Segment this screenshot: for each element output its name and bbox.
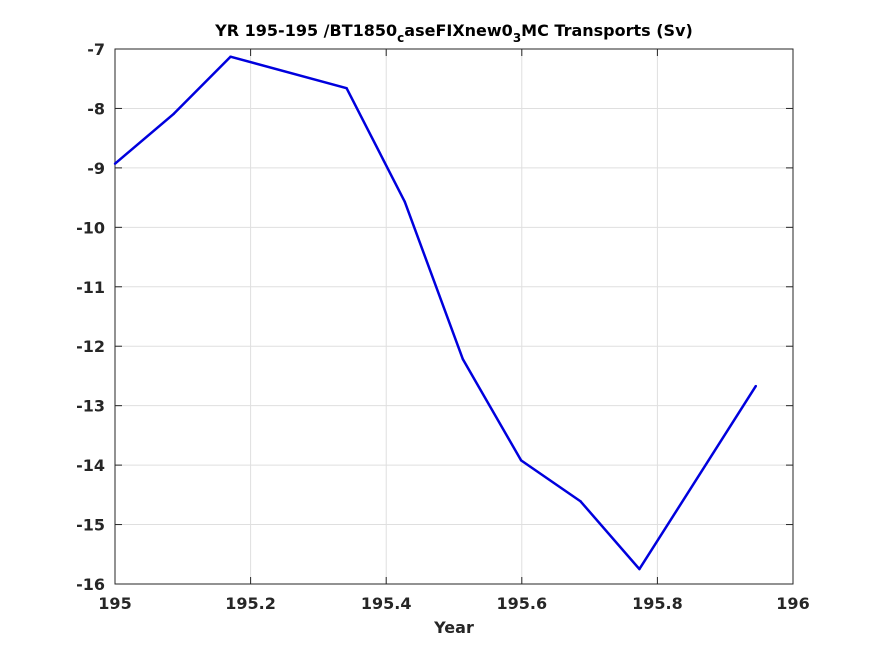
chart-title-part-1: YR 195-195 /BT1850: [214, 21, 397, 40]
series-line: [114, 55, 757, 571]
chart-title-part-3: MC Transports (Sv): [521, 21, 693, 40]
data-point: [519, 459, 523, 462]
x-tick-label: 196: [776, 594, 809, 613]
data-point: [579, 500, 582, 503]
series-group: [113, 55, 758, 571]
y-tick-label: -8: [87, 99, 105, 118]
y-tick-label: -7: [87, 40, 105, 59]
y-tick-label: -9: [87, 159, 105, 178]
x-tick-labels: 195 195.2 195.4 195.6 195.8 196: [98, 594, 809, 613]
y-tick-label: -11: [76, 278, 105, 297]
chart-title-subscript-2: 3: [513, 31, 521, 45]
data-point: [345, 87, 348, 90]
y-tick-labels: -7 -8 -9 -10 -11 -12 -13 -14 -15 -16: [76, 40, 105, 594]
data-point: [229, 55, 232, 58]
y-tick-label: -15: [76, 516, 105, 535]
x-axis-label: Year: [433, 618, 474, 637]
data-point: [172, 112, 175, 115]
y-tick-label: -10: [76, 218, 105, 237]
data-point: [113, 162, 117, 165]
axis-ticks: [114, 48, 794, 585]
plot-frame: [114, 48, 794, 585]
chart-title-part-2: aseFIXnew0: [404, 21, 513, 40]
data-point: [403, 200, 406, 203]
data-point: [638, 567, 641, 571]
y-tick-label: -12: [76, 337, 105, 356]
y-tick-label: -14: [76, 456, 105, 475]
y-tick-label: -16: [76, 575, 105, 594]
x-tick-label: 195: [98, 594, 131, 613]
chart-title: YR 195-195 /BT1850caseFIXnew03MC Transpo…: [214, 21, 693, 45]
chart-title-subscript-1: c: [397, 31, 404, 45]
data-point: [461, 358, 465, 361]
grid-lines: [114, 48, 794, 585]
x-tick-label: 195.2: [225, 594, 276, 613]
x-tick-label: 195.8: [632, 594, 683, 613]
x-tick-label: 195.6: [496, 594, 547, 613]
y-tick-label: -13: [76, 397, 105, 416]
x-tick-label: 195.4: [361, 594, 412, 613]
data-point: [754, 384, 758, 388]
plot-area: [115, 49, 793, 584]
